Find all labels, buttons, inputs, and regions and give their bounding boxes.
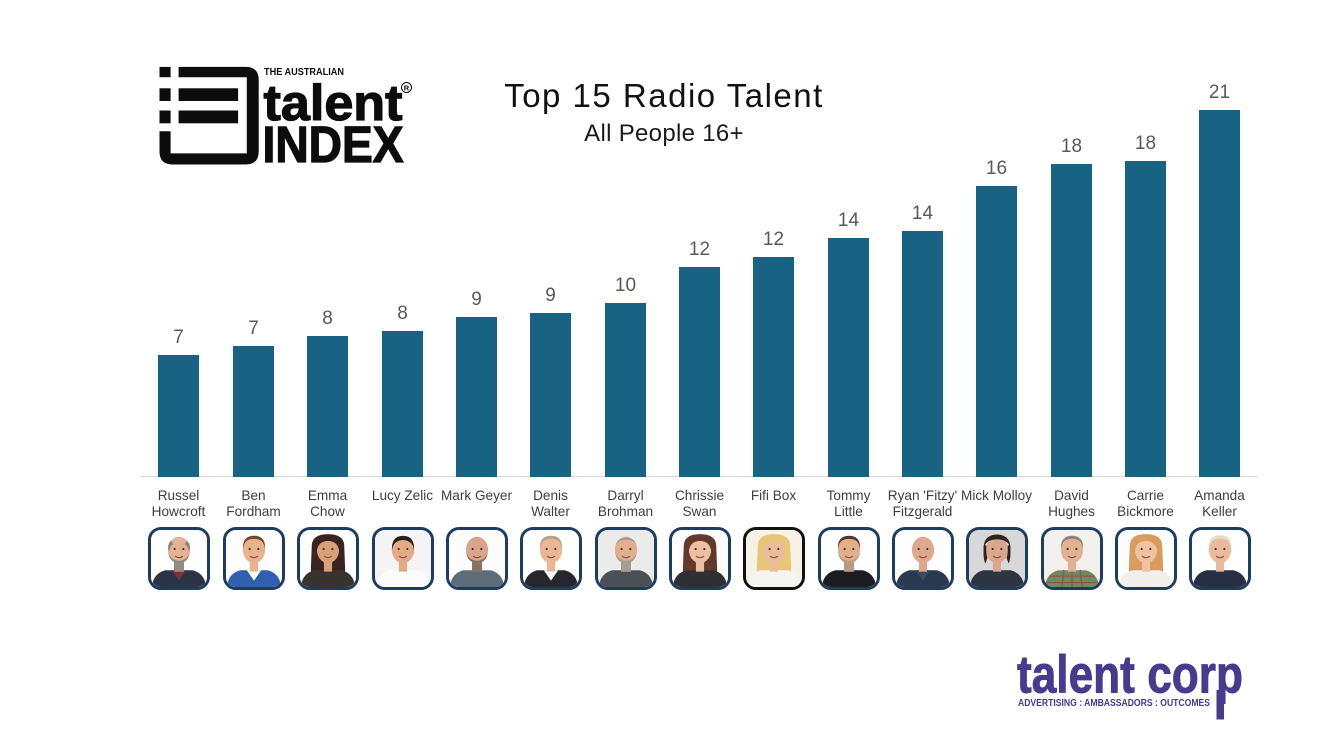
svg-text:ADVERTISING : AMBASSADORS : OU: ADVERTISING : AMBASSADORS : OUTCOMES xyxy=(1018,698,1210,709)
svg-text:talent: talent xyxy=(264,75,403,131)
svg-text:R: R xyxy=(404,83,410,92)
svg-text:talent corp: talent corp xyxy=(1017,646,1243,705)
svg-text:THE AUSTRALIAN: THE AUSTRALIAN xyxy=(264,66,344,78)
svg-text:INDEX: INDEX xyxy=(263,116,404,170)
